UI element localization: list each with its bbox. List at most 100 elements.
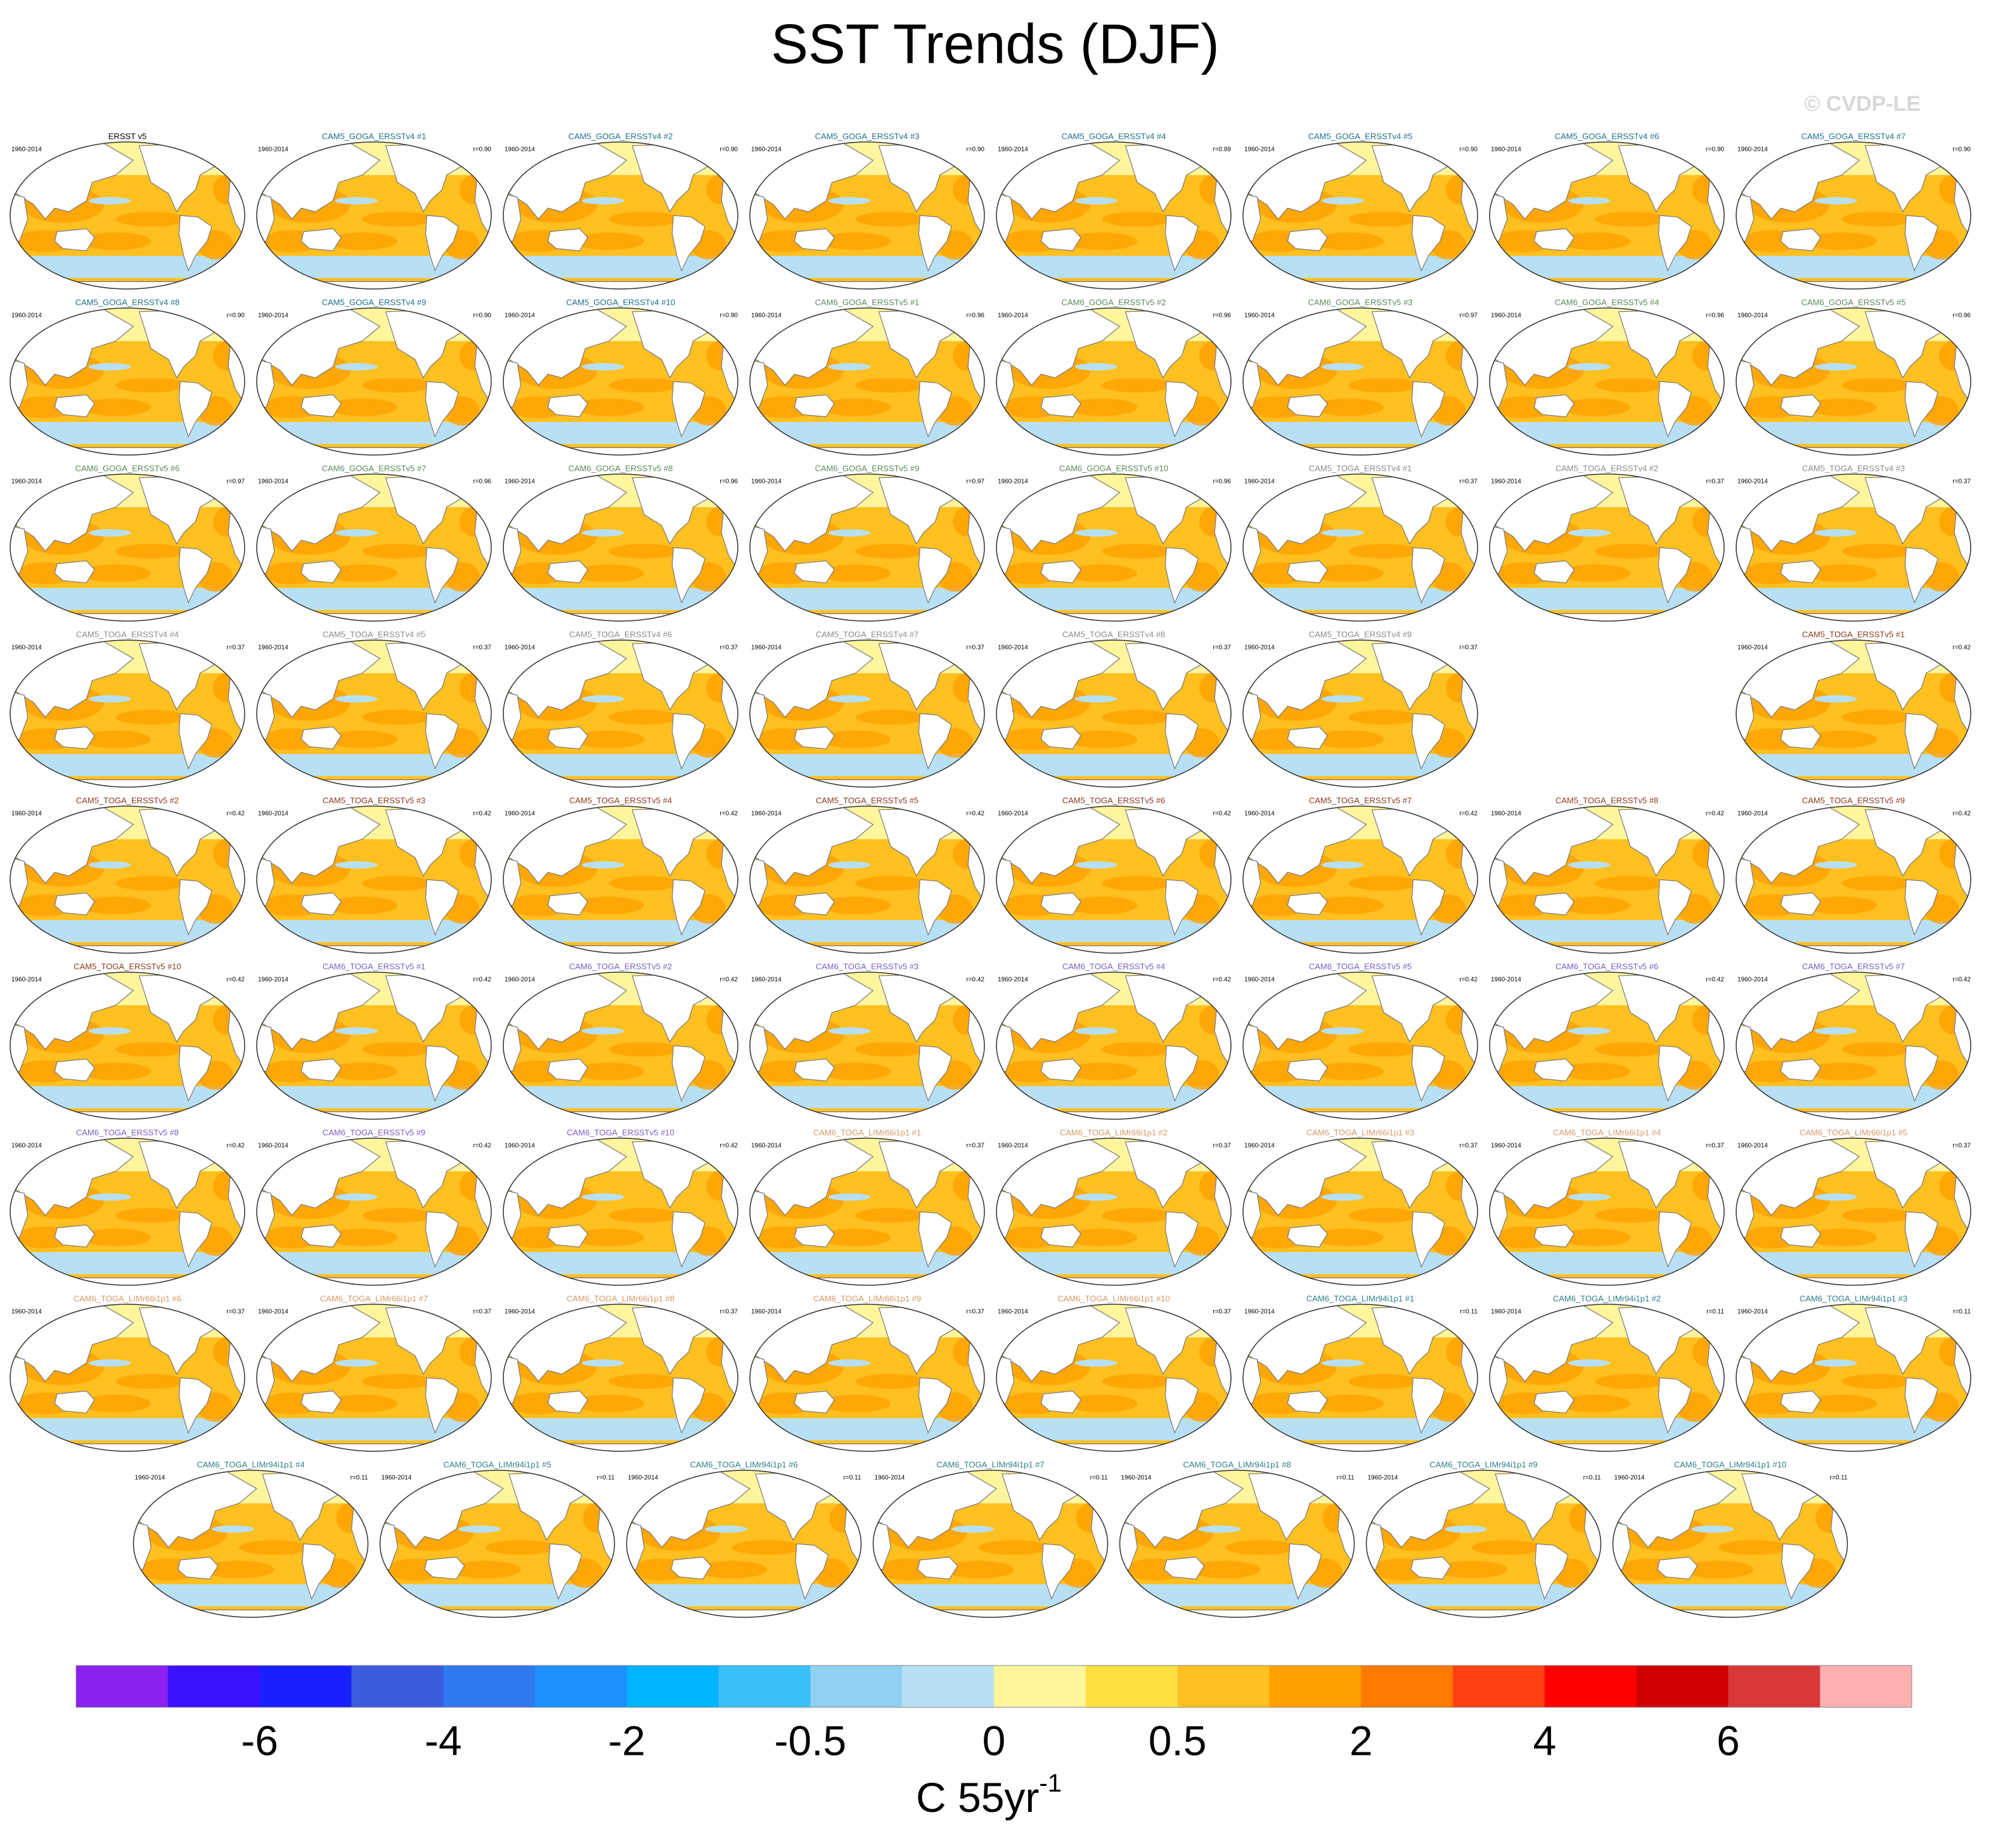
south-band bbox=[1736, 1418, 1971, 1441]
map bbox=[996, 142, 1231, 289]
continent bbox=[1533, 892, 1575, 916]
panel-years: 1960-2014 bbox=[1244, 146, 1275, 153]
continent bbox=[257, 691, 275, 740]
map bbox=[10, 972, 245, 1119]
colorbar-label: 4 bbox=[1533, 1717, 1556, 1764]
south-band bbox=[380, 1584, 615, 1607]
color-box bbox=[1820, 1665, 1912, 1707]
continent bbox=[178, 713, 212, 770]
continent bbox=[750, 359, 768, 408]
continent bbox=[1411, 547, 1445, 604]
panel-title: CAM6_TOGA_LIMr66i1p1 #6 bbox=[74, 1293, 181, 1303]
continent bbox=[54, 1390, 95, 1414]
panel-correlation: r=0.42 bbox=[226, 977, 245, 984]
cool-patch bbox=[335, 363, 378, 371]
continent bbox=[750, 525, 768, 574]
panel-title: CAM6_GOGA_ERSSTv5 #6 bbox=[75, 463, 180, 473]
continent bbox=[996, 525, 1015, 574]
cool-patch bbox=[1445, 1525, 1488, 1533]
continent bbox=[1904, 1045, 1938, 1102]
map bbox=[750, 640, 984, 787]
warm-patch bbox=[1067, 1062, 1137, 1081]
continent bbox=[300, 1224, 342, 1248]
panel-title: CAM5_TOGA_ERSSTv4 #2 bbox=[1556, 463, 1658, 473]
continent bbox=[996, 857, 1015, 906]
panel-title: CAM6_GOGA_ERSSTv5 #4 bbox=[1555, 297, 1659, 307]
south-band bbox=[1736, 587, 1971, 610]
warm-patch bbox=[1313, 564, 1384, 582]
panel-correlation: r=0.11 bbox=[597, 1475, 615, 1482]
panel-years: 1960-2014 bbox=[998, 146, 1028, 153]
continent bbox=[1904, 547, 1938, 604]
map-panel: CAM5_TOGA_ERSSTv5 #9 1960-2014 r=0.42 bbox=[1736, 795, 1971, 954]
south-band bbox=[750, 1086, 984, 1108]
south-band bbox=[1736, 421, 1971, 444]
panel-title: CAM5_GOGA_ERSSTv4 #5 bbox=[1308, 131, 1413, 141]
panel-years: 1960-2014 bbox=[1244, 478, 1275, 485]
panel-correlation: r=0.42 bbox=[719, 811, 738, 818]
continent bbox=[750, 1023, 768, 1072]
panel-correlation: r=0.37 bbox=[1459, 1143, 1478, 1150]
cool-patch bbox=[1814, 1359, 1857, 1367]
panel-years: 1960-2014 bbox=[1737, 1143, 1768, 1150]
continent bbox=[547, 1058, 588, 1082]
warm-patch bbox=[855, 1208, 926, 1223]
continent bbox=[794, 228, 835, 252]
cool-patch bbox=[581, 1193, 624, 1201]
continent bbox=[1243, 525, 1261, 574]
map-border bbox=[256, 1138, 492, 1286]
cool-patch bbox=[581, 861, 624, 869]
map-border bbox=[1612, 1470, 1848, 1618]
warm-patch bbox=[81, 1062, 151, 1081]
continent bbox=[257, 1023, 275, 1072]
continent bbox=[54, 394, 95, 418]
continent bbox=[794, 726, 835, 750]
south-band bbox=[133, 1584, 368, 1607]
map bbox=[1490, 806, 1724, 953]
warm-patch bbox=[1595, 1374, 1666, 1389]
map-border bbox=[256, 141, 492, 290]
panel-title: CAM5_GOGA_ERSSTv4 #10 bbox=[566, 297, 675, 307]
warm-patch bbox=[327, 1228, 397, 1247]
panel-correlation: r=0.96 bbox=[719, 478, 738, 485]
continent bbox=[626, 1521, 645, 1570]
warm-patch bbox=[327, 564, 397, 582]
continent bbox=[1040, 1224, 1081, 1248]
warm-patch bbox=[1102, 378, 1173, 393]
continent bbox=[1243, 1355, 1261, 1404]
warm-patch bbox=[574, 564, 644, 582]
unit-text: C 55yr bbox=[916, 1774, 1039, 1821]
continent bbox=[425, 1045, 459, 1102]
map bbox=[257, 474, 491, 621]
continent bbox=[548, 1543, 583, 1600]
continent bbox=[10, 359, 29, 408]
map-border bbox=[10, 473, 245, 622]
south-band bbox=[996, 421, 1231, 444]
continent bbox=[1243, 857, 1261, 906]
continent bbox=[425, 1377, 459, 1434]
panel-correlation: r=0.90 bbox=[719, 146, 738, 153]
cool-patch bbox=[1568, 529, 1611, 537]
panel-years: 1960-2014 bbox=[1244, 1309, 1275, 1316]
warm-patch bbox=[486, 1540, 556, 1555]
map-panel: CAM6_TOGA_LIMr66i1p1 #9 1960-2014 r=0.37 bbox=[749, 1293, 985, 1452]
map-border bbox=[503, 1304, 738, 1452]
warm-patch bbox=[1067, 1394, 1137, 1413]
cool-patch bbox=[828, 1193, 871, 1201]
warm-patch bbox=[855, 1374, 926, 1389]
warm-patch bbox=[820, 1394, 891, 1413]
map-border bbox=[996, 1138, 1232, 1286]
panel-years: 1960-2014 bbox=[505, 977, 535, 984]
warm-patch bbox=[327, 1394, 397, 1413]
continent bbox=[1657, 1556, 1698, 1580]
map-panel: CAM5_TOGA_ERSSTv5 #10 1960-2014 r=0.42 bbox=[10, 961, 245, 1120]
colorbar-label: 6 bbox=[1717, 1717, 1740, 1764]
panel-title: CAM6_TOGA_ERSSTv5 #8 bbox=[76, 1127, 179, 1137]
panel-title: CAM6_GOGA_ERSSTv5 #3 bbox=[1308, 297, 1413, 307]
panel-title: CAM6_TOGA_LIMr66i1p1 #1 bbox=[813, 1127, 921, 1137]
panel-title: CAM5_TOGA_ERSSTv4 #7 bbox=[816, 629, 918, 639]
warm-patch bbox=[362, 1374, 433, 1389]
map bbox=[503, 972, 738, 1119]
map-panel: CAM5_TOGA_ERSSTv5 #8 1960-2014 r=0.42 bbox=[1489, 795, 1725, 954]
panel-correlation: r=0.42 bbox=[1213, 811, 1231, 818]
